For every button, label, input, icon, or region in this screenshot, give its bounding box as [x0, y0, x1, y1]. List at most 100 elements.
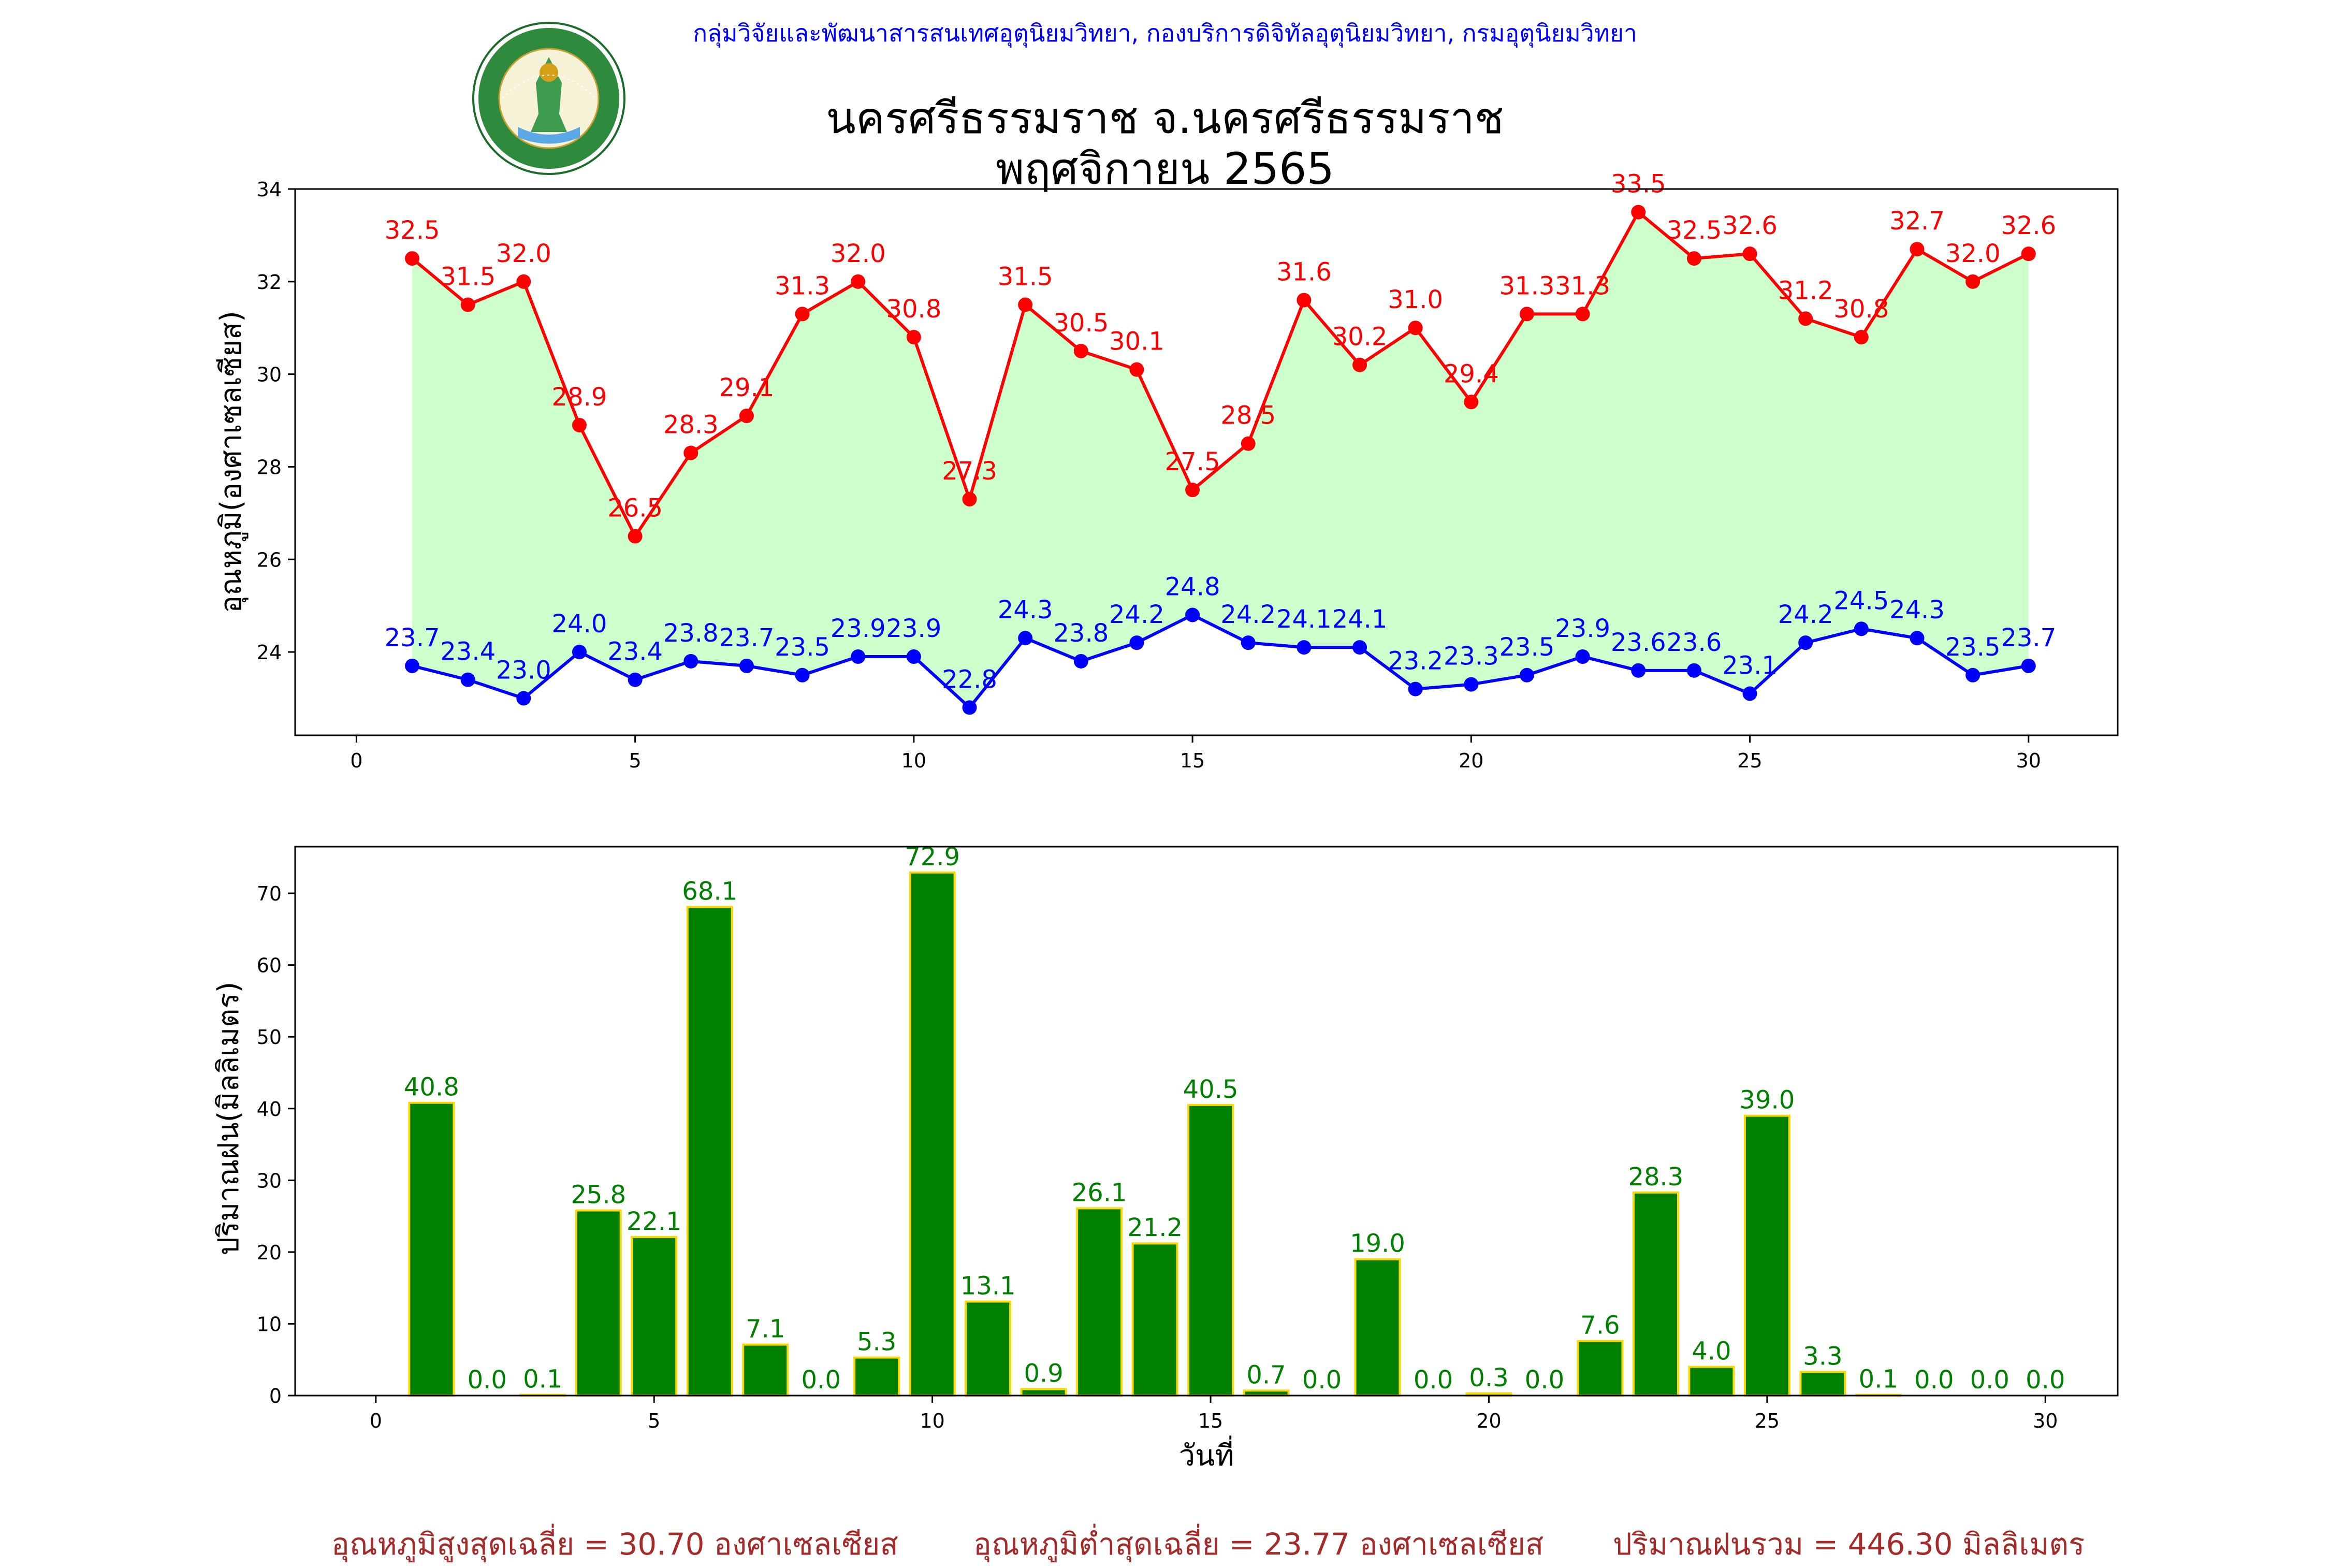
rainfall-value-label: 40.5 [1183, 1075, 1239, 1104]
temperature-max-point [795, 307, 810, 322]
temperature-min-point [572, 645, 587, 660]
rainfall-x-tick-label: 25 [1755, 1410, 1780, 1432]
rainfall-value-label: 19.0 [1350, 1229, 1405, 1258]
temperature-max-value-label: 31.5 [998, 263, 1053, 292]
rainfall-x-axis-label: วันที่ [1179, 1435, 1234, 1473]
rainfall-bar [1020, 1388, 1067, 1397]
temperature-max-point [1631, 205, 1646, 220]
temperature-max-value-label: 32.0 [496, 239, 551, 268]
temperature-max-value-label: 30.2 [1332, 323, 1388, 352]
temperature-min-value-label: 23.4 [440, 637, 496, 666]
temperature-y-tick-label: 28 [257, 456, 282, 478]
rainfall-plot-frame [294, 846, 2119, 1397]
temperature-min-value-label: 24.3 [1889, 596, 1945, 625]
rainfall-value-label: 0.0 [2026, 1366, 2065, 1395]
temperature-panel: 32.531.532.028.926.528.329.131.332.030.8… [214, 170, 2119, 772]
temperature-x-tick-label: 10 [901, 749, 926, 772]
temperature-max-value-label: 31.6 [1276, 258, 1332, 287]
rainfall-y-tick-label: 50 [257, 1026, 282, 1049]
temperature-max-value-label: 31.2 [1778, 276, 1833, 305]
rainfall-value-label: 22.1 [627, 1207, 682, 1236]
temperature-min-value-label: 23.5 [775, 633, 830, 662]
rainfall-value-label: 0.3 [1469, 1363, 1508, 1392]
rainfall-value-label: 0.7 [1246, 1360, 1286, 1389]
temperature-y-axis-label: อุณหภูมิ(องศาเซลเซียส) [214, 311, 249, 613]
temperature-max-point [1464, 395, 1479, 410]
temperature-max-value-label: 32.5 [1666, 216, 1722, 245]
rainfall-value-label: 5.3 [857, 1328, 896, 1357]
temperature-min-value-label: 23.5 [1499, 633, 1555, 662]
rainfall-value-label: 0.1 [523, 1365, 562, 1394]
rainfall-bar [965, 1300, 1012, 1397]
rainfall-value-label: 0.0 [1525, 1366, 1564, 1395]
temperature-min-line [412, 613, 2029, 710]
temperature-max-point [962, 492, 977, 507]
rainfall-value-label: 0.0 [802, 1366, 841, 1395]
temperature-min-value-label: 23.4 [607, 637, 663, 666]
temperature-min-value-label: 23.9 [1555, 614, 1610, 643]
temperature-min-value-label: 24.1 [1332, 605, 1388, 634]
temperature-x-tick-label: 20 [1459, 749, 1483, 772]
temperature-min-point [1073, 654, 1088, 669]
temperature-min-point [516, 691, 531, 706]
temperature-max-value-label: 32.6 [1722, 211, 1778, 240]
temperature-min-point [1910, 631, 1925, 646]
temperature-min-point [1519, 667, 1534, 683]
temperature-x-tick-label: 25 [1737, 749, 1762, 772]
temperature-min-point [2021, 658, 2036, 673]
temperature-max-point [1073, 343, 1088, 358]
temperature-max-value-label: 30.1 [1109, 327, 1164, 356]
rainfall-bar [1743, 1114, 1790, 1397]
temperature-max-point [1408, 321, 1423, 336]
temperature-min-value-label: 23.8 [1053, 619, 1109, 648]
temperature-min-value-label: 23.7 [719, 623, 774, 652]
rainfall-value-label: 7.1 [746, 1315, 785, 1344]
temperature-max-point [851, 274, 866, 289]
rainfall-y-tick-label: 20 [257, 1241, 282, 1264]
rainfall-value-label: 0.0 [1414, 1366, 1453, 1395]
rainfall-y-tick-label: 40 [257, 1098, 282, 1121]
temperature-max-point [572, 417, 587, 432]
temperature-max-point [1798, 311, 1813, 326]
rainfall-y-tick-label: 30 [257, 1169, 282, 1192]
temperature-min-value-label: 22.8 [942, 665, 997, 694]
temperature-max-point [1018, 297, 1033, 312]
rainfall-x-tick-label: 0 [370, 1410, 382, 1432]
temperature-max-value-label: 32.0 [831, 239, 886, 268]
temperature-max-point [906, 330, 921, 345]
temperature-max-value-label: 31.3 [1555, 271, 1610, 300]
temperature-max-value-label: 31.5 [440, 263, 496, 292]
temperature-max-value-label: 32.7 [1889, 207, 1945, 236]
rainfall-value-label: 25.8 [571, 1181, 626, 1210]
temperature-max-point [460, 297, 475, 312]
rainfall-panel: 40.80.0 0.125.822.168.17.10.05.372.913.10… [212, 843, 2119, 1473]
rainfall-y-tick-label: 0 [269, 1385, 282, 1407]
temperature-min-point [1798, 635, 1813, 650]
temperature-max-value-label: 30.8 [886, 295, 941, 324]
temperature-min-point [795, 667, 810, 683]
temperature-max-point [2021, 246, 2036, 262]
temperature-min-value-label: 23.5 [1945, 633, 2001, 662]
rainfall-value-label: 0.0 [1302, 1366, 1342, 1395]
temperature-max-point [683, 445, 698, 460]
temperature-min-point [1854, 621, 1869, 636]
rainfall-bar [853, 1356, 900, 1397]
rainfall-bar [1131, 1242, 1178, 1397]
temperature-max-point [405, 251, 420, 266]
temperature-min-value-label: 24.2 [1109, 600, 1164, 629]
temperature-max-point [1686, 251, 1701, 266]
temperature-x-tick-label: 5 [629, 749, 642, 772]
rainfall-bar [686, 906, 733, 1397]
temperature-max-value-label: 31.3 [1499, 271, 1555, 300]
rainfall-value-label: 7.6 [1580, 1311, 1620, 1340]
temperature-min-point [1185, 607, 1200, 622]
temperature-min-value-label: 24.8 [1165, 573, 1220, 602]
temperature-min-value-label: 23.0 [496, 656, 551, 685]
temperature-min-point [405, 658, 420, 673]
temperature-max-point [1910, 242, 1925, 257]
rainfall-value-label: 68.1 [682, 877, 737, 906]
temperature-min-value-label: 23.3 [1444, 642, 1499, 671]
temperature-min-value-label: 23.2 [1388, 647, 1443, 676]
temperature-min-point [1575, 649, 1590, 664]
